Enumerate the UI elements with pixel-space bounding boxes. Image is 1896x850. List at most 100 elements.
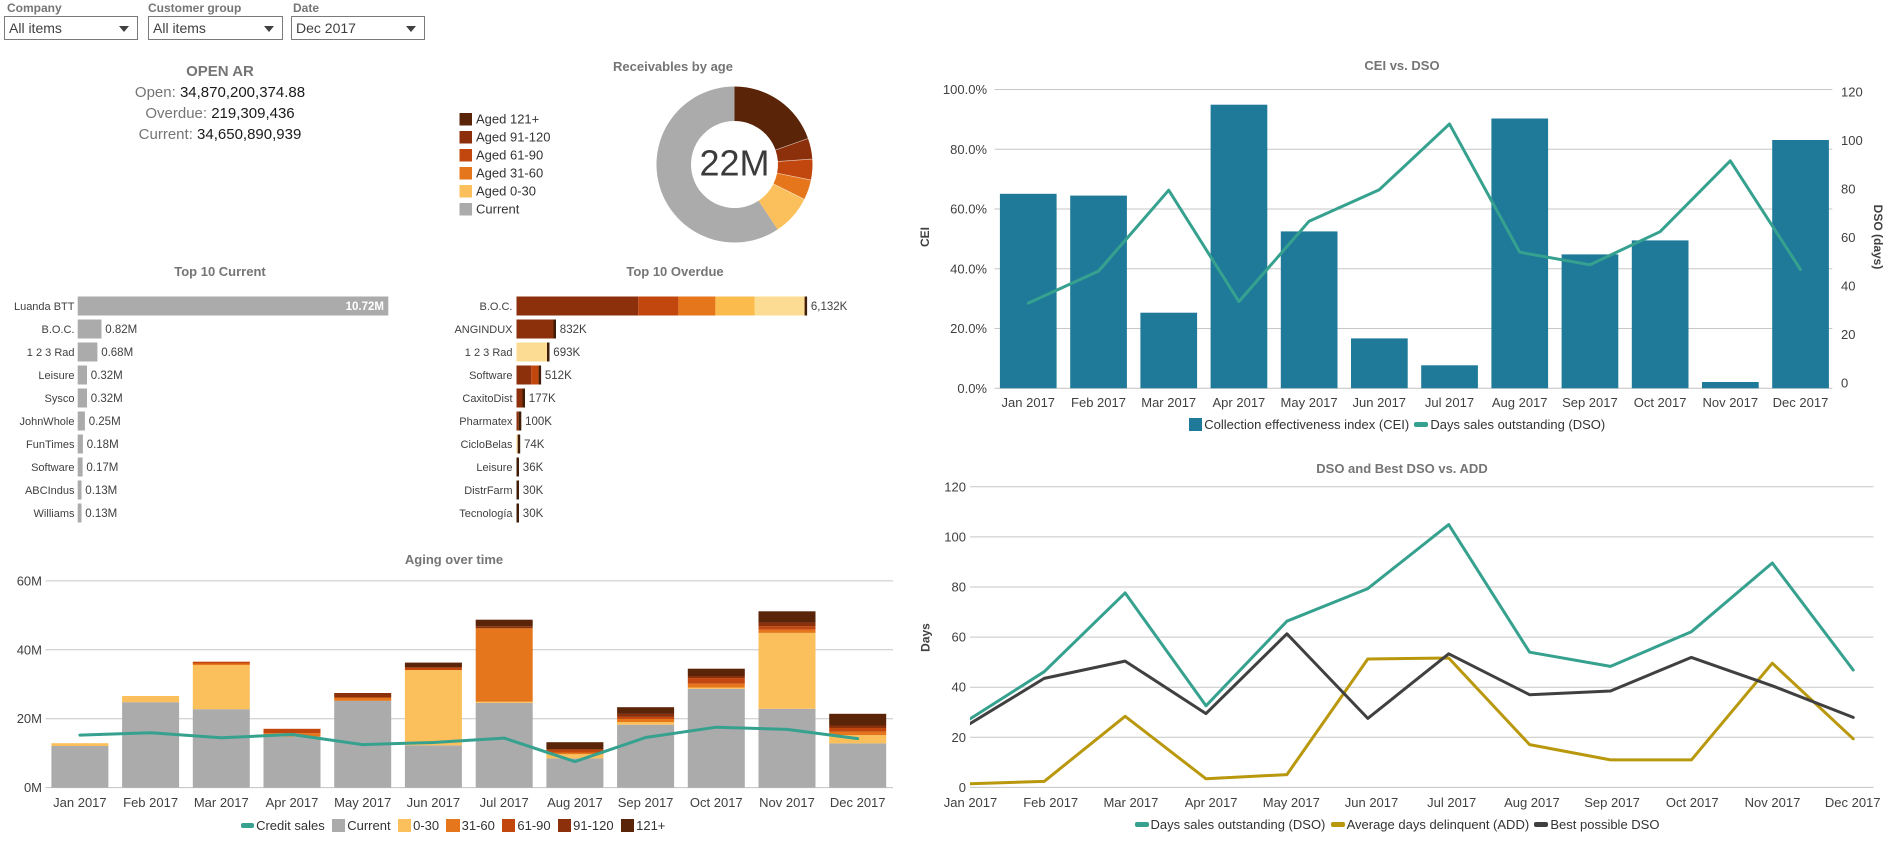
svg-text:Aged 121+: Aged 121+ — [476, 112, 539, 127]
svg-text:30K: 30K — [523, 508, 544, 520]
svg-text:Sysco: Sysco — [45, 393, 75, 405]
svg-text:512K: 512K — [545, 370, 572, 382]
svg-text:0.32M: 0.32M — [91, 393, 123, 405]
svg-text:832K: 832K — [560, 324, 587, 336]
svg-text:ANGINDUX: ANGINDUX — [454, 324, 513, 336]
svg-text:Mar 2017: Mar 2017 — [1103, 795, 1158, 810]
svg-text:Aged 0-30: Aged 0-30 — [476, 184, 536, 199]
svg-text:Nov 2017: Nov 2017 — [1702, 395, 1758, 410]
svg-text:40: 40 — [1841, 278, 1855, 293]
svg-text:Sep 2017: Sep 2017 — [1562, 395, 1618, 410]
svg-text:Jun 2017: Jun 2017 — [1345, 795, 1399, 810]
svg-text:Luanda BTT: Luanda BTT — [14, 301, 75, 313]
svg-text:0.82M: 0.82M — [105, 324, 137, 336]
svg-text:ABCIndus: ABCIndus — [25, 485, 75, 497]
svg-text:Jun 2017: Jun 2017 — [407, 795, 461, 810]
svg-text:100K: 100K — [525, 416, 552, 428]
svg-text:Aug 2017: Aug 2017 — [547, 795, 603, 810]
svg-text:1 2 3 Rad: 1 2 3 Rad — [27, 347, 75, 359]
svg-text:80: 80 — [952, 580, 966, 595]
svg-text:40: 40 — [952, 680, 966, 695]
svg-text:30K: 30K — [523, 485, 544, 497]
svg-text:Feb 2017: Feb 2017 — [123, 795, 178, 810]
svg-text:Current: Current — [476, 202, 520, 217]
svg-text:120: 120 — [944, 479, 966, 494]
svg-text:Apr 2017: Apr 2017 — [1213, 395, 1266, 410]
svg-text:CEI vs. DSO: CEI vs. DSO — [1364, 58, 1439, 73]
svg-text:Jul 2017: Jul 2017 — [1425, 395, 1474, 410]
svg-text:Jan 2017: Jan 2017 — [944, 795, 998, 810]
svg-text:Jan 2017: Jan 2017 — [1002, 395, 1056, 410]
svg-text:60.0%: 60.0% — [950, 202, 987, 217]
svg-text:Aged 61-90: Aged 61-90 — [476, 148, 543, 163]
svg-text:22M: 22M — [699, 143, 769, 184]
svg-text:Jul 2017: Jul 2017 — [1427, 795, 1476, 810]
svg-text:Sep 2017: Sep 2017 — [1584, 795, 1640, 810]
svg-text:0: 0 — [959, 780, 966, 795]
svg-text:0.17M: 0.17M — [86, 462, 118, 474]
svg-text:1 2 3 Rad: 1 2 3 Rad — [465, 347, 513, 359]
svg-text:100: 100 — [1841, 133, 1863, 148]
svg-text:10.72M: 10.72M — [346, 301, 384, 313]
svg-text:B.O.C.: B.O.C. — [41, 324, 74, 336]
svg-text:60: 60 — [1841, 230, 1855, 245]
svg-text:Feb 2017: Feb 2017 — [1023, 795, 1078, 810]
svg-text:Jul 2017: Jul 2017 — [480, 795, 529, 810]
svg-text:May 2017: May 2017 — [334, 795, 391, 810]
svg-text:Jan 2017: Jan 2017 — [53, 795, 107, 810]
svg-text:Mar 2017: Mar 2017 — [194, 795, 249, 810]
svg-text:Nov 2017: Nov 2017 — [1745, 795, 1801, 810]
svg-text:CaxitoDist: CaxitoDist — [462, 393, 512, 405]
svg-text:Oct 2017: Oct 2017 — [1634, 395, 1687, 410]
svg-text:100.0%: 100.0% — [943, 82, 988, 97]
svg-text:Aug 2017: Aug 2017 — [1492, 395, 1548, 410]
svg-text:80: 80 — [1841, 182, 1855, 197]
svg-text:Software: Software — [31, 462, 74, 474]
svg-text:60M: 60M — [17, 573, 42, 588]
svg-text:Feb 2017: Feb 2017 — [1071, 395, 1126, 410]
svg-text:May 2017: May 2017 — [1281, 395, 1338, 410]
svg-text:0.13M: 0.13M — [85, 508, 117, 520]
svg-text:Aged 91-120: Aged 91-120 — [476, 130, 550, 145]
svg-text:DSO (days): DSO (days) — [1871, 205, 1885, 270]
svg-text:100: 100 — [944, 529, 966, 544]
svg-text:Pharmatex: Pharmatex — [459, 416, 513, 428]
svg-text:0.18M: 0.18M — [87, 439, 119, 451]
svg-text:0.25M: 0.25M — [89, 416, 121, 428]
svg-text:177K: 177K — [529, 393, 556, 405]
svg-text:May 2017: May 2017 — [1263, 795, 1320, 810]
svg-text:40M: 40M — [17, 642, 42, 657]
svg-text:80.0%: 80.0% — [950, 142, 987, 157]
svg-text:6,132K: 6,132K — [811, 301, 848, 313]
svg-text:Oct 2017: Oct 2017 — [690, 795, 743, 810]
svg-text:20: 20 — [1841, 327, 1855, 342]
svg-text:Oct 2017: Oct 2017 — [1666, 795, 1719, 810]
svg-text:Apr 2017: Apr 2017 — [266, 795, 319, 810]
svg-text:CEI: CEI — [918, 227, 932, 247]
svg-text:B.O.C.: B.O.C. — [479, 301, 512, 313]
svg-text:36K: 36K — [523, 462, 544, 474]
svg-text:0.0%: 0.0% — [957, 381, 987, 396]
svg-text:0M: 0M — [24, 780, 42, 795]
svg-text:Williams: Williams — [34, 508, 75, 520]
svg-text:CicloBelas: CicloBelas — [461, 439, 513, 451]
svg-text:Tecnología: Tecnología — [459, 508, 513, 520]
svg-text:74K: 74K — [524, 439, 545, 451]
svg-text:120: 120 — [1841, 85, 1863, 100]
svg-text:693K: 693K — [553, 347, 580, 359]
svg-text:Aging over time: Aging over time — [405, 552, 503, 567]
svg-text:Jun 2017: Jun 2017 — [1353, 395, 1407, 410]
svg-text:20: 20 — [952, 730, 966, 745]
svg-text:40.0%: 40.0% — [950, 261, 987, 276]
svg-text:Leisure: Leisure — [38, 370, 74, 382]
svg-text:FunTimes: FunTimes — [26, 439, 75, 451]
svg-text:Receivables by age: Receivables by age — [613, 59, 733, 74]
svg-text:Apr 2017: Apr 2017 — [1185, 795, 1238, 810]
svg-text:Top 10 Current: Top 10 Current — [174, 264, 266, 279]
svg-text:0: 0 — [1841, 375, 1848, 390]
svg-text:Software: Software — [469, 370, 512, 382]
svg-text:20M: 20M — [17, 711, 42, 726]
svg-text:Aug 2017: Aug 2017 — [1504, 795, 1560, 810]
svg-text:0.68M: 0.68M — [101, 347, 133, 359]
svg-text:JohnWhole: JohnWhole — [19, 416, 74, 428]
